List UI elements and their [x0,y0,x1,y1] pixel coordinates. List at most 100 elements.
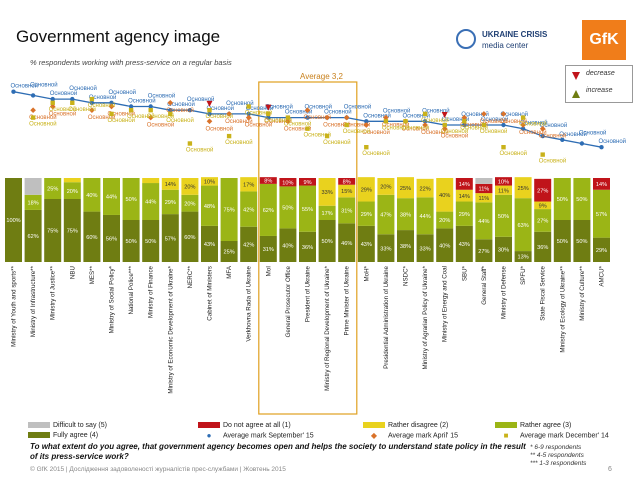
avg-dec14-point-label: Основной [127,113,155,120]
avg-dec14-point-label: Основной [304,132,332,139]
avg-apr15-point [441,125,448,132]
avg-sep15-point-label: Основной [520,120,548,127]
bar-segment-rather_agree [24,194,42,210]
bar-segment-fully_agree [416,234,434,262]
footer: © GfK 2015 | Дослідження задоволеності ж… [30,466,286,473]
bar-value-label: 60% [86,235,97,241]
bar-segment-rather_agree [573,178,591,220]
bar-segment-rather_agree [455,201,473,226]
avg-dec14-point-label: Основной [323,139,351,146]
avg-dec14-point-label: Основной [206,113,234,120]
category-label: Ministry of Finance [148,265,155,317]
legend-swatch [495,422,517,429]
avg-dec14-point-label: Основной [108,117,136,124]
bar-value-label: 25% [517,186,528,192]
avg-dec14-point [168,111,173,117]
bar-segment-fully_agree [475,239,493,262]
bar-value-label: 27% [478,249,489,255]
bar-segment-fully_agree [161,214,179,262]
bar-value-label: 20% [67,189,78,195]
bar-value-label: 43% [204,242,215,248]
bar-value-label: 25% [400,186,411,192]
note-1: * 6-9 respondents [530,444,582,451]
note-3: *** 1-3 respondents [530,460,587,467]
avg-dec14-point [30,115,36,120]
avg-dec14-point [246,104,251,109]
category-label: SBU* [461,265,468,281]
bar-segment-rather_agree [553,178,571,220]
avg-dec14-point [540,152,545,157]
bar-value-label: 14% [459,194,470,200]
bar-segment-fully_agree [318,220,336,262]
legend-swatch [198,422,220,429]
bar-value-label: 50% [125,197,136,203]
bar-segment-rather_agree [63,182,81,199]
avg-apr15-point-label: Основной [29,114,57,121]
decrease-arrow-icon [206,100,213,107]
bar-value-label: 75% [47,229,58,235]
bar-segment-rather_agree [83,178,101,212]
avg-sep15-point-label: Основной [207,105,235,112]
bar-segment-fully_agree [259,235,277,262]
avg-dec14-point [422,111,428,117]
avg-apr15-point [245,114,252,121]
bar-value-label: 8% [264,179,272,185]
avg-dec14-point [481,122,487,128]
decrease-arrow-icon [572,72,580,80]
avg-dec14-point [364,145,369,150]
avg-sep15-point-label: Основной [501,111,529,118]
category-label: NBU [69,266,76,279]
category-label: Ministry of Energy and Coal [442,266,449,342]
bar-value-label: 11% [498,188,509,194]
avg-sep15-point-label: Основной [148,93,176,100]
avg-sep15-point [246,111,251,117]
avg-dec14-point-label: Основной [480,128,508,135]
avg-sep15-point-label: Основной [481,116,509,123]
avg-apr15-point [539,125,546,132]
avg-sep15-point-label: Основной [579,130,607,137]
avg-sep15-point [266,115,271,120]
bar-segment-rather_agree [44,178,62,199]
bar-value-label: 57% [596,212,607,218]
ucmc-logo-line1: UKRAINE CRISIS [482,30,548,39]
bar-segment-rather_disagree [338,184,356,198]
bar-segment-rather_agree [122,178,140,220]
bar-value-label: 44% [419,214,430,220]
bar-value-label: 38% [400,212,411,218]
category-label: Cabinet of Ministers [207,266,214,321]
avg-dec14-point [403,119,408,124]
bar-segment-rather_disagree [142,178,160,184]
bar-segment-not_at_all [279,178,297,187]
bar-segment-rather_agree [475,202,493,240]
bar-value-label: 14% [165,182,176,188]
bar-value-label: 20% [380,185,391,191]
category-label: Prime Minister of Ukraine [344,265,351,335]
avg-apr15-point-label: Основной [206,125,234,132]
avg-apr15-point-label: Основной [304,114,332,121]
bar-segment-rather_disagree [63,178,81,183]
bar-segment-fully_agree [534,231,552,262]
avg-apr15-point-label: Основной [284,125,312,132]
avg-apr15-point [363,122,370,128]
legend-decrease: decrease [586,70,615,77]
bar-value-label: 17% [321,211,332,217]
avg-apr15-point-label: Основной [264,118,292,125]
legend-marker: ● [206,431,212,440]
bar-segment-rather_disagree [436,178,454,212]
bar-segment-rather_disagree [495,185,512,195]
bar-segment-rather_agree [593,189,610,238]
bar-segment-fully_agree [455,225,473,262]
bar-segment-fully_agree [397,230,414,262]
avg-dec14-point-label: Основной [539,158,567,165]
bar-value-label: 43% [459,242,470,248]
average-lines-layer: ОсновнойОсновнойОсновнойОсновнойОсновной… [11,81,627,164]
avg-sep15-point-label: Основной [109,89,137,96]
bar-segment-not_at_all [593,178,610,190]
legend-label: Rather disagree (2) [388,422,449,429]
avg-dec14-point-label: Основной [421,117,449,124]
bar-value-label: 11% [479,187,490,193]
legend-swatch [28,422,50,429]
bar-value-label: 50% [321,239,332,245]
avg-sep15-point [168,108,173,113]
bar-value-label: 27% [537,219,548,225]
